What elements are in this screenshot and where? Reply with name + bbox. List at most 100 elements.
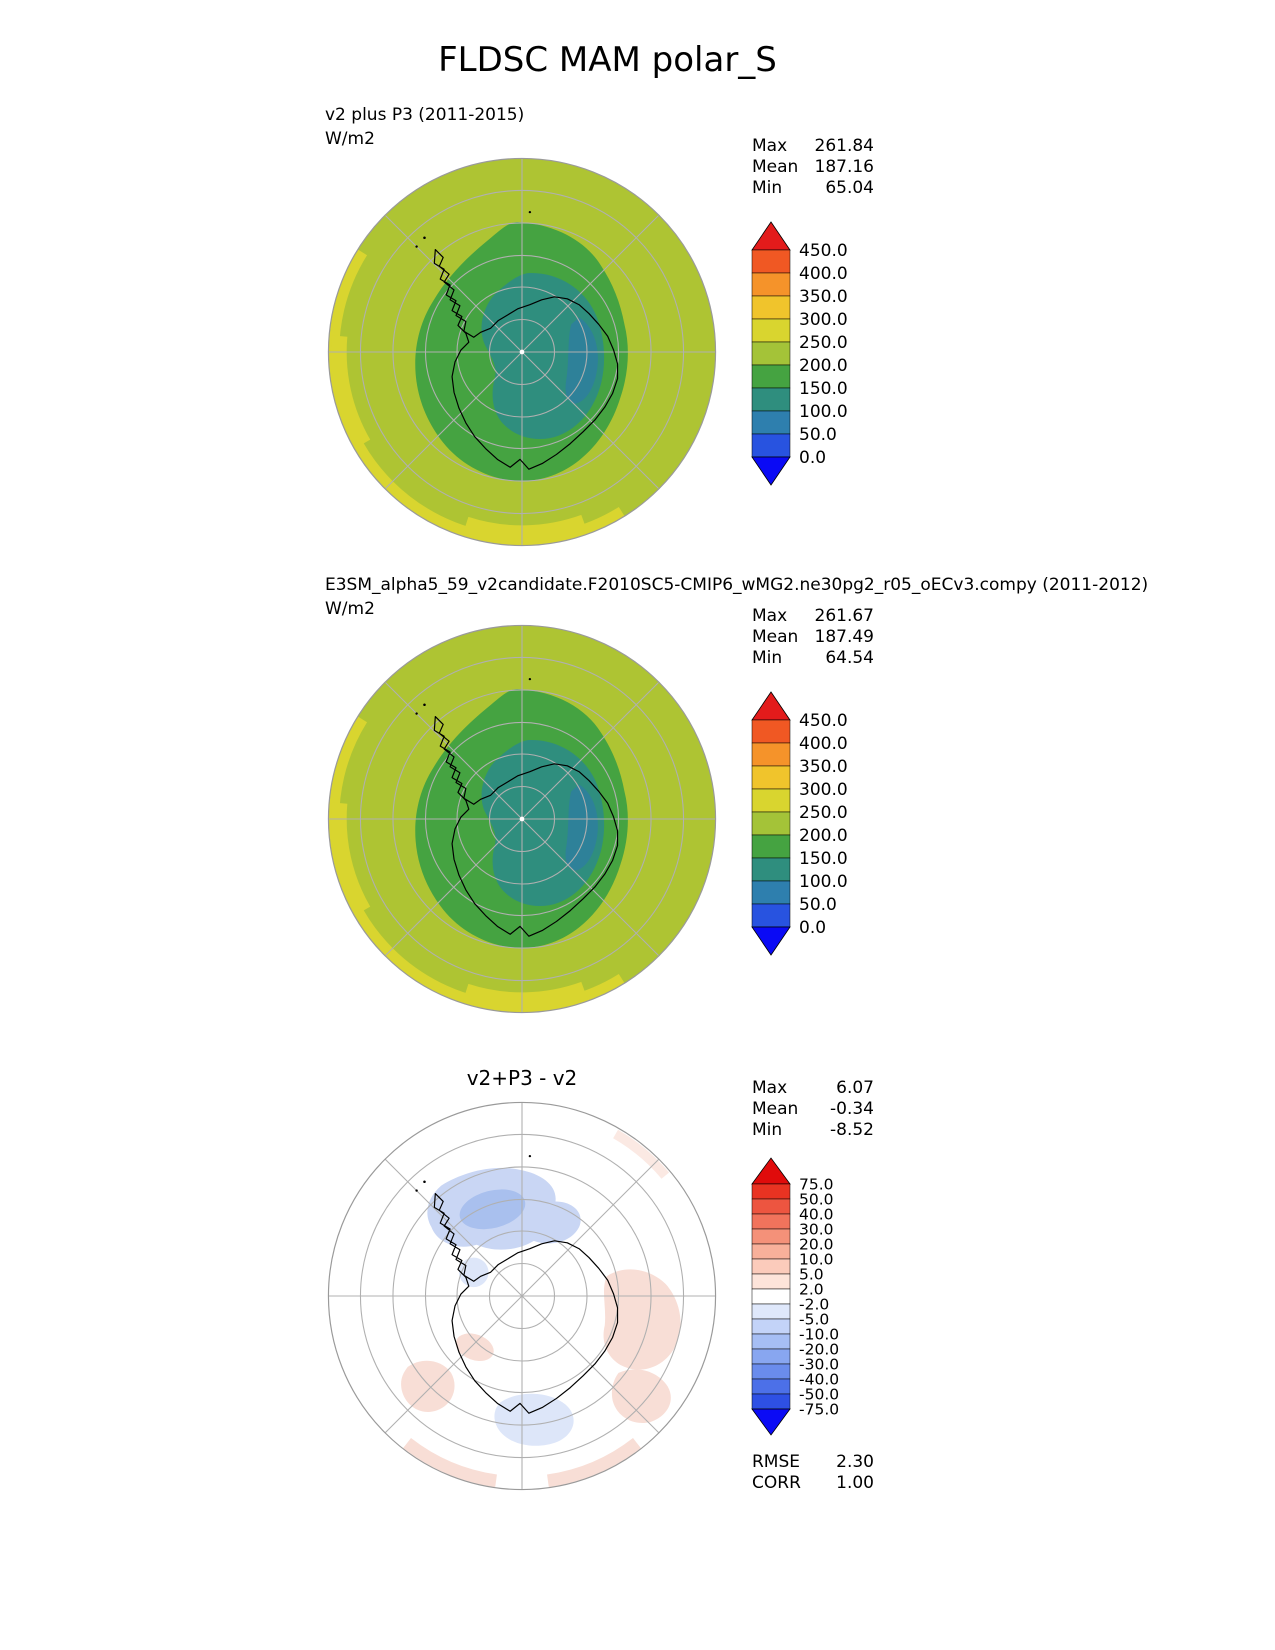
stat-value: 187.16: [814, 157, 874, 177]
colorbar-tick-label: 400.0: [799, 734, 848, 754]
colorbar-tick-label: -2.0: [799, 1296, 829, 1314]
panel2-units: W/m2: [325, 599, 375, 619]
colorbar-tick-label: -5.0: [799, 1311, 829, 1329]
page-title: FLDSC MAM polar_S: [438, 40, 777, 80]
colorbar-tick-label: -40.0: [799, 1371, 839, 1389]
colorbar-segment: [751, 788, 791, 813]
colorbar-tick-label: 200.0: [799, 826, 848, 846]
colorbar-tick-label: 450.0: [799, 711, 848, 731]
colorbar-segment: [751, 719, 791, 744]
panel1-label: v2 plus P3 (2011-2015) W/m2: [325, 103, 524, 151]
polar-map-test: [325, 155, 719, 549]
colorbar-tick-label: -20.0: [799, 1341, 839, 1359]
colorbar-segment: [751, 295, 791, 320]
colorbar-tick-label: 300.0: [799, 780, 848, 800]
colorbar-tick-label: 350.0: [799, 287, 848, 307]
colorbar-segment: [751, 1228, 791, 1245]
colorbar-segment: [751, 811, 791, 836]
colorbar-segment: [751, 387, 791, 412]
stat-label: Min: [752, 178, 783, 198]
colorbar-segment: [751, 1198, 791, 1215]
stat-row: Mean 187.16: [752, 157, 874, 178]
panel2-title: E3SM_alpha5_59_v2candidate.F2010SC5-CMIP…: [325, 575, 1149, 595]
colorbar-segment: [751, 903, 791, 928]
colorbar-tick-label: 250.0: [799, 333, 848, 353]
colorbar-segment: [751, 1393, 791, 1410]
colorbar-tick-label: 0.0: [799, 918, 826, 938]
panel2-label: E3SM_alpha5_59_v2candidate.F2010SC5-CMIP…: [325, 573, 1148, 621]
colorbar-segment: [751, 1378, 791, 1395]
colorbar-segment: [751, 1303, 791, 1320]
colorbar-segment: [751, 272, 791, 297]
colorbar-segment: [751, 249, 791, 274]
stat-label: Mean: [752, 157, 799, 177]
colorbar-segment: [751, 857, 791, 882]
colorbar-extend-min: [751, 456, 791, 486]
colorbar-tick-label: 10.0: [799, 1251, 834, 1269]
colorbar-tick-label: 250.0: [799, 803, 848, 823]
colorbar-tick-label: 300.0: [799, 310, 848, 330]
metric-label: RMSE: [752, 1452, 801, 1472]
colorbar-extend-max: [751, 691, 791, 721]
colorbar-tick-label: 40.0: [799, 1206, 834, 1224]
colorbar-segment: [751, 318, 791, 343]
colorbar-tick-label: -75.0: [799, 1401, 839, 1419]
polar-map-reference: [325, 622, 719, 1016]
colorbar-segment: [751, 364, 791, 389]
stat-row: Mean 187.49: [752, 627, 874, 648]
colorbar-segment: [751, 1333, 791, 1350]
metric-row: RMSE 2.30: [752, 1452, 874, 1473]
colorbar-tick-label: 50.0: [799, 425, 837, 445]
stat-value: 261.67: [814, 606, 874, 626]
panel2-stats: Max 261.67 Mean 187.49 Min 64.54: [752, 606, 874, 669]
colorbar-tick-label: 0.0: [799, 448, 826, 468]
colorbar-tick-label: 50.0: [799, 895, 837, 915]
colorbar-difference: 75.050.040.030.020.010.05.02.0-2.0-5.0-1…: [751, 1157, 839, 1436]
colorbar-reference: 450.0 400.0 350.0 300.0 250.0 200.0 150.0 100.0…: [751, 691, 848, 956]
stat-row: Min 64.54: [752, 648, 874, 669]
stat-value: 261.84: [814, 136, 874, 156]
colorbar-tick-label: 200.0: [799, 356, 848, 376]
colorbar-segment: [751, 880, 791, 905]
colorbar-tick-label: 20.0: [799, 1236, 834, 1254]
stat-row: Mean -0.34: [752, 1099, 874, 1120]
stat-label: Max: [752, 136, 788, 156]
colorbar-tick-label: 400.0: [799, 264, 848, 284]
colorbar-tick-label: 5.0: [799, 1266, 824, 1284]
metric-label: CORR: [752, 1473, 801, 1493]
colorbar-tick-label: 30.0: [799, 1221, 834, 1239]
colorbar-tick-label: -10.0: [799, 1326, 839, 1344]
colorbar-extend-min: [751, 926, 791, 956]
colorbar-test: 450.0 400.0 350.0 300.0 250.0 200.0 150.0 100.0…: [751, 221, 848, 486]
colorbar-segment: [751, 1183, 791, 1200]
colorbar-segment: [751, 1243, 791, 1260]
colorbar-segment: [751, 1318, 791, 1335]
colorbar-tick-label: 150.0: [799, 849, 848, 869]
colorbar-segment: [751, 1273, 791, 1290]
panel1-units: W/m2: [325, 129, 375, 149]
colorbar-segment: [751, 765, 791, 790]
stat-value: 6.07: [836, 1078, 874, 1098]
stat-value: -0.34: [830, 1099, 874, 1119]
stat-label: Min: [752, 648, 783, 668]
stat-label: Min: [752, 1120, 783, 1140]
colorbar-tick-label: -30.0: [799, 1356, 839, 1374]
colorbar-tick-label: 50.0: [799, 1191, 834, 1209]
stat-row: Max 261.67: [752, 606, 874, 627]
colorbar-segment: [751, 742, 791, 767]
panel3-metrics: RMSE 2.30 CORR 1.00: [752, 1452, 874, 1494]
colorbar-segment: [751, 1348, 791, 1365]
metric-row: CORR 1.00: [752, 1473, 874, 1494]
colorbar-tick-label: -50.0: [799, 1386, 839, 1404]
colorbar-tick-label: 75.0: [799, 1176, 834, 1194]
stat-label: Max: [752, 1078, 788, 1098]
metric-value: 1.00: [836, 1473, 874, 1493]
stat-row: Max 6.07: [752, 1078, 874, 1099]
stat-label: Max: [752, 606, 788, 626]
panel1-stats: Max 261.84 Mean 187.16 Min 65.04: [752, 136, 874, 199]
colorbar-segment: [751, 410, 791, 435]
stat-value: 65.04: [825, 178, 874, 198]
polar-map-difference: [325, 1099, 719, 1493]
colorbar-tick-label: 100.0: [799, 402, 848, 422]
stat-label: Mean: [752, 627, 799, 647]
